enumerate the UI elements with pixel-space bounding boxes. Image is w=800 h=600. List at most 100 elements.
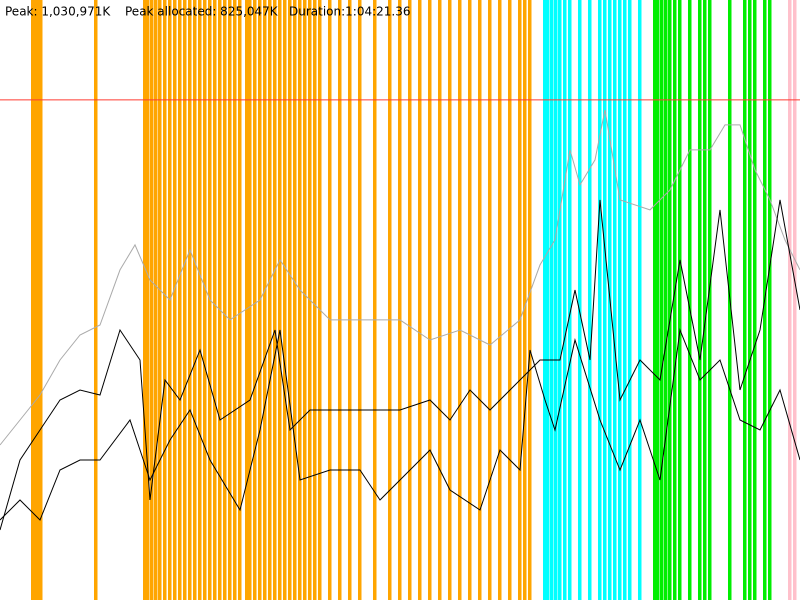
event-bar	[358, 0, 362, 600]
event-bar	[664, 0, 668, 600]
event-bar	[39, 0, 43, 600]
event-bar	[163, 0, 167, 600]
event-bar	[618, 0, 622, 600]
event-bar	[146, 0, 150, 600]
event-bar	[373, 0, 377, 600]
event-bar	[298, 0, 302, 600]
event-bar	[793, 0, 797, 600]
event-bar	[523, 0, 527, 600]
event-bar	[338, 0, 342, 600]
lines	[0, 99, 800, 531]
event-bar	[508, 0, 512, 600]
event-bar	[558, 0, 562, 600]
event-bar	[528, 0, 532, 600]
event-bar	[748, 0, 752, 600]
event-bar	[458, 0, 462, 600]
event-bar	[183, 0, 187, 600]
event-bar	[203, 0, 207, 600]
event-bar	[518, 0, 522, 600]
event-bar	[158, 0, 162, 600]
series-line	[0, 109, 800, 446]
event-bar	[150, 0, 154, 600]
event-bar	[288, 0, 292, 600]
event-bar	[543, 0, 547, 600]
header: Peak: 1,030,971K Peak allocated: 825,047…	[5, 5, 411, 19]
event-bar	[398, 0, 402, 600]
event-bar	[478, 0, 482, 600]
event-bar	[348, 0, 352, 600]
event-bar	[238, 0, 242, 600]
event-bar	[253, 0, 257, 600]
event-bar	[233, 0, 237, 600]
event-bar	[318, 0, 322, 600]
event-bar	[708, 0, 712, 600]
event-bar	[143, 0, 147, 600]
duration-text: Duration:1:04:21.36	[289, 5, 411, 19]
event-bar	[613, 0, 617, 600]
event-bar	[428, 0, 432, 600]
event-bar	[688, 0, 692, 600]
event-bar	[173, 0, 177, 600]
event-bar	[668, 0, 672, 600]
event-bar	[283, 0, 287, 600]
event-bar	[703, 0, 707, 600]
event-bar	[263, 0, 267, 600]
event-bar	[248, 0, 252, 600]
peak-text: Peak: 1,030,971K	[5, 5, 111, 19]
event-bar	[198, 0, 202, 600]
event-bar	[228, 0, 232, 600]
event-bar	[408, 0, 412, 600]
series-line	[0, 328, 800, 521]
event-bar	[438, 0, 442, 600]
event-bar	[218, 0, 222, 600]
event-bar	[313, 0, 317, 600]
event-bar	[154, 0, 158, 600]
event-bar	[273, 0, 277, 600]
events	[31, 0, 797, 600]
event-bar	[603, 0, 607, 600]
event-bar	[550, 0, 554, 600]
event-bar	[31, 0, 35, 600]
event-bar	[188, 0, 192, 600]
event-bar	[418, 0, 422, 600]
event-bar	[568, 0, 572, 600]
event-bar	[193, 0, 197, 600]
event-bar	[94, 0, 98, 600]
event-bar	[598, 0, 602, 600]
event-bar	[278, 0, 282, 600]
event-bar	[268, 0, 272, 600]
peak-allocated-text: Peak allocated: 825,047K	[125, 5, 279, 19]
event-bar	[743, 0, 747, 600]
event-bar	[554, 0, 558, 600]
event-bar	[623, 0, 627, 600]
event-bar	[660, 0, 664, 600]
event-bar	[178, 0, 182, 600]
event-bar	[328, 0, 332, 600]
series-line	[0, 199, 800, 531]
event-bar	[468, 0, 472, 600]
event-bar	[388, 0, 392, 600]
event-bar	[37, 0, 41, 600]
event-bar	[498, 0, 502, 600]
event-bar	[638, 0, 642, 600]
event-bar	[656, 0, 660, 600]
event-bar	[488, 0, 492, 600]
event-bar	[653, 0, 657, 600]
event-bar	[448, 0, 452, 600]
event-bar	[628, 0, 632, 600]
event-bar	[293, 0, 297, 600]
event-bar	[245, 0, 249, 600]
event-bar	[673, 0, 677, 600]
event-bar	[578, 0, 582, 600]
event-bar	[588, 0, 592, 600]
event-bar	[35, 0, 39, 600]
event-bar	[563, 0, 567, 600]
event-bar	[753, 0, 757, 600]
event-bar	[303, 0, 307, 600]
event-bar	[213, 0, 217, 600]
event-bar	[223, 0, 227, 600]
event-bar	[768, 0, 772, 600]
event-bar	[698, 0, 702, 600]
event-bar	[546, 0, 550, 600]
